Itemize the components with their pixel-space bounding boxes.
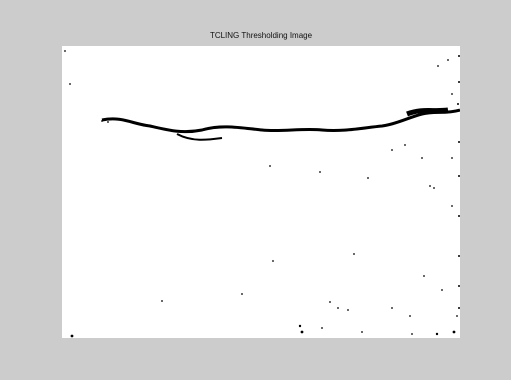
crack-line-lower bbox=[176, 133, 223, 141]
threshold-image bbox=[62, 46, 460, 338]
figure-title: TCLING Thresholding Image bbox=[209, 31, 313, 40]
right-edge-speckles bbox=[457, 55, 460, 309]
noise-dots bbox=[64, 50, 458, 338]
threshold-image-axes[interactable] bbox=[62, 46, 460, 338]
crack-line-thick-right bbox=[406, 107, 449, 117]
crack-line bbox=[101, 108, 460, 134]
